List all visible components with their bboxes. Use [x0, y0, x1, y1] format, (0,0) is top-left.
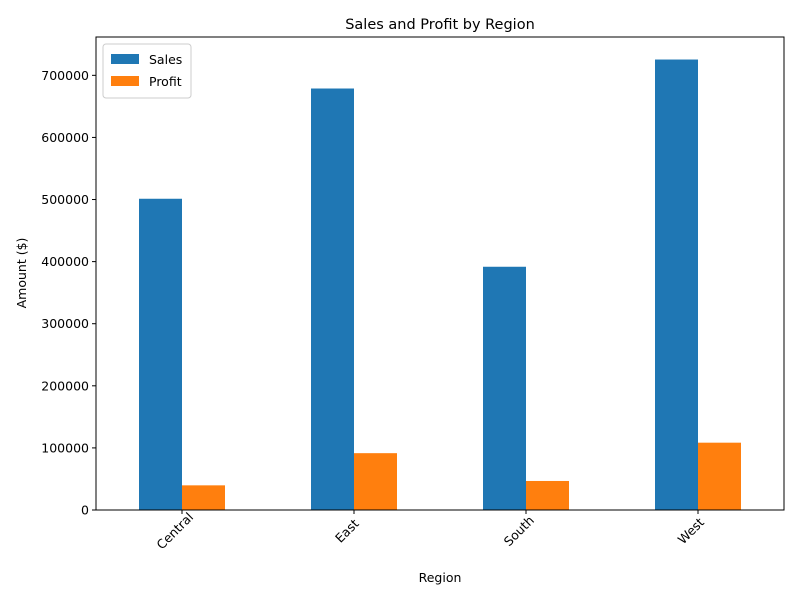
bar-sales-east — [311, 88, 354, 510]
bar-profit-west — [698, 442, 741, 510]
y-tick-label: 0 — [81, 503, 89, 518]
x-tick-label-central: Central — [153, 509, 196, 552]
bar-profit-east — [354, 453, 397, 510]
plot-frame — [95, 36, 785, 511]
y-axis-label: Amount ($) — [14, 238, 29, 309]
y-tick-label: 100000 — [41, 440, 89, 455]
bar-profit-central — [182, 485, 225, 510]
legend: Sales Profit — [102, 43, 192, 99]
y-tick-label: 600000 — [41, 130, 89, 145]
y-axis: 0 100000 200000 300000 400000 500000 600000 700… — [41, 68, 96, 518]
x-axis: Central East South West — [153, 509, 707, 552]
y-tick-label: 200000 — [41, 378, 89, 393]
y-tick-label: 700000 — [41, 68, 89, 83]
y-tick-label: 500000 — [41, 192, 89, 207]
legend-swatch-sales — [111, 54, 139, 64]
bar-profit-south — [526, 480, 569, 510]
chart-title: Sales and Profit by Region — [345, 17, 535, 33]
legend-swatch-profit — [111, 76, 139, 86]
bar-sales-central — [139, 198, 182, 510]
bar-sales-south — [483, 266, 526, 510]
bar-sales-west — [655, 59, 698, 511]
x-tick-label-east: East — [332, 516, 362, 546]
x-axis-label: Region — [419, 570, 462, 585]
legend-label-sales: Sales — [149, 52, 182, 67]
legend-label-profit: Profit — [149, 74, 182, 89]
x-tick-label-south: South — [501, 513, 537, 549]
y-tick-label: 300000 — [41, 316, 89, 331]
plot-area — [95, 36, 785, 511]
x-tick-label-west: West — [675, 515, 707, 547]
y-tick-label: 400000 — [41, 254, 89, 269]
